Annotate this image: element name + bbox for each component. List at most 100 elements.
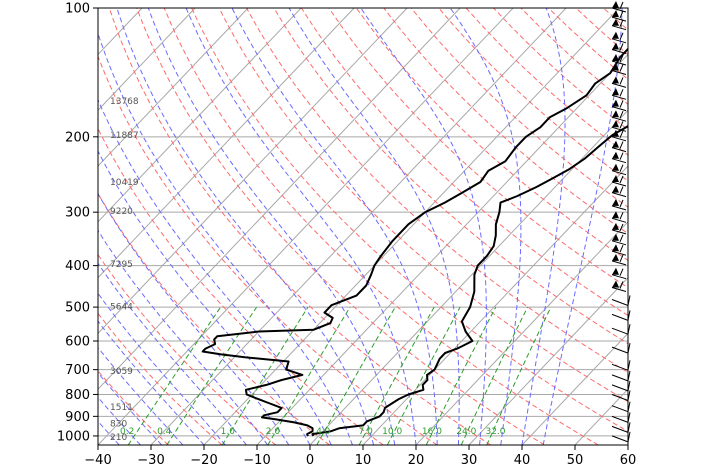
moist-adiabat [98,98,332,445]
barb-feather [619,10,624,19]
wind-barb [611,129,627,142]
barb-flag [612,54,619,61]
wind-barb [611,42,627,54]
barb-shaft [611,136,627,142]
height-label: 210 [110,433,127,443]
height-label: 830 [110,419,127,429]
x-tick-label: 10 [355,453,372,468]
y-axis: 100 200 300 400 500 600 700 800 900 1000 [57,2,98,444]
wind-barb [611,76,627,88]
mixing-ratio-label: 4.0 [316,427,331,437]
barb-shaft [611,25,627,31]
barb-shaft [611,435,629,443]
barb-shaft [611,82,627,88]
wind-barb [611,120,627,132]
barb-shaft [611,374,629,382]
y-tick-label: 500 [65,301,90,316]
barb-feather [619,77,624,85]
mixing-ratio-line [166,306,258,445]
barb-shaft [611,158,627,164]
barb-flag [612,163,619,171]
barb-shaft [611,250,627,256]
barb-shaft [611,205,627,211]
y-tick-label: 900 [65,410,90,425]
wind-barb [611,244,627,256]
barb-flag [612,140,619,148]
grid-layer [98,8,628,445]
barb-flag [612,63,619,71]
dry-adiabat [191,8,628,433]
isotherm [98,8,514,445]
dry-adiabat [98,253,277,445]
wind-barb [611,198,627,211]
barb-feather [619,64,624,72]
x-tick-label: 60 [620,453,637,468]
wind-barb [611,233,627,246]
barb-shaft [611,70,627,75]
wind-barb [611,18,627,31]
barb-flag [612,198,619,206]
x-axis: −40 −30 −20 −10 0 10 20 30 40 50 60 [84,445,636,468]
y-tick-label: 400 [65,259,90,274]
wind-barb [611,63,627,75]
barb-feather [619,254,624,263]
wind-barb [611,88,627,100]
mixing-ratio-label: 7.0 [358,427,373,437]
mixing-ratio-line [221,306,309,445]
barb-flag [612,175,619,182]
x-tick-label: 30 [461,453,478,468]
barb-shaft [611,192,627,198]
wind-barb [611,253,627,266]
mixing-ratio-line [425,306,497,445]
height-label: 10419 [110,178,139,188]
mixing-ratio-label: 10.0 [382,427,402,437]
dry-adiabat [108,8,491,445]
moist-adiabat [542,8,623,445]
barb-feather [619,32,624,40]
barb-shaft [611,363,629,371]
barb-flag [612,244,619,252]
mixing-ratio-line [127,306,222,445]
barb-feather [619,223,624,232]
isotherm [98,8,302,223]
mixing-ratio-labels: 0.2 0.4 1.0 2.0 4.0 7.0 10.0 16.0 24.0 32.0 [120,427,506,437]
barb-feather [619,281,624,289]
isotherm [98,8,196,111]
barb-flag [612,42,619,50]
isotherm [98,8,355,279]
barb-feather [619,186,624,194]
x-tick-label: 50 [567,453,584,468]
mixing-ratio-label: 1.0 [221,427,236,437]
barb-shaft [611,384,629,392]
y-tick-label: 800 [65,388,90,403]
dry-adiabat [163,8,599,445]
barb-flag [612,280,619,288]
x-tick-label: −40 [84,453,111,468]
barb-shaft [611,313,629,321]
barb-shaft [611,299,629,306]
height-label: 9220 [110,207,133,217]
barb-flag [612,129,619,137]
dry-adiabat [136,8,545,445]
barb-shaft [611,229,627,235]
barb-shaft [611,415,629,423]
barb-shaft [611,405,629,413]
barb-flag [612,185,619,193]
wind-barb [611,110,627,122]
barb-shaft [611,327,629,335]
height-labels: 13768 11887 10419 9220 7295 5644 3059 1511 830 21… [110,97,139,443]
dry-adiabat [273,8,628,345]
barb-feather [619,245,624,253]
moist-adiabat [185,8,417,445]
dry-adiabat [98,127,384,445]
moist-adiabat [98,320,205,445]
wind-barb [611,163,627,176]
height-label: 13768 [110,97,139,107]
wind-barb [611,140,627,153]
barb-flag [612,253,619,261]
moist-adiabat [231,8,438,445]
y-tick-label: 300 [65,206,90,221]
mixing-ratio-label: 16.0 [422,427,442,437]
